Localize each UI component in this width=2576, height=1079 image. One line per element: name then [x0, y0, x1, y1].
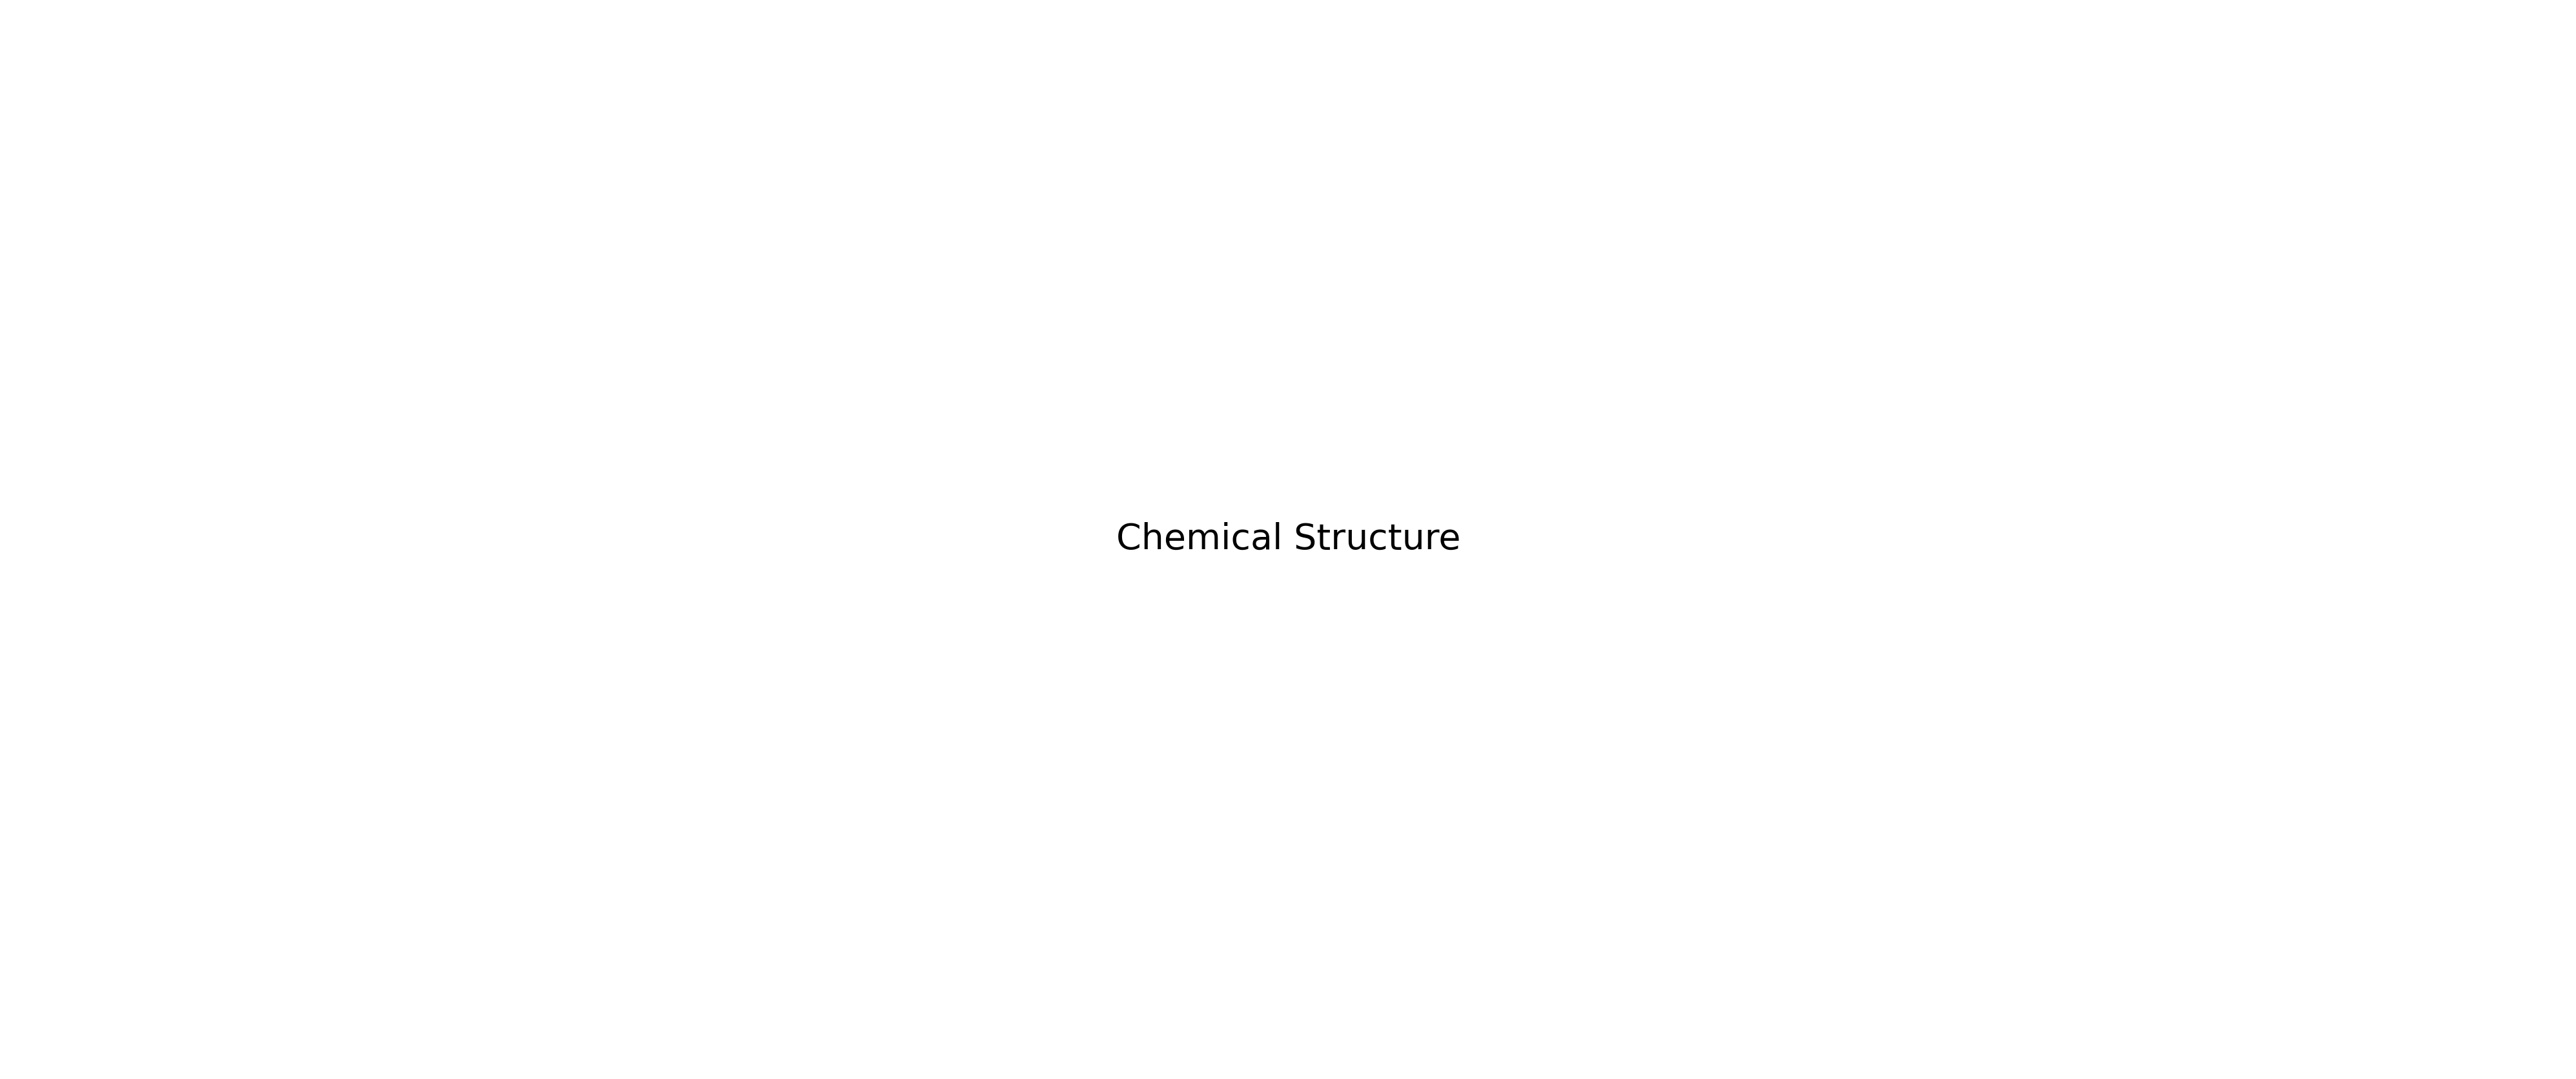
- Text: Chemical Structure: Chemical Structure: [1115, 522, 1461, 557]
